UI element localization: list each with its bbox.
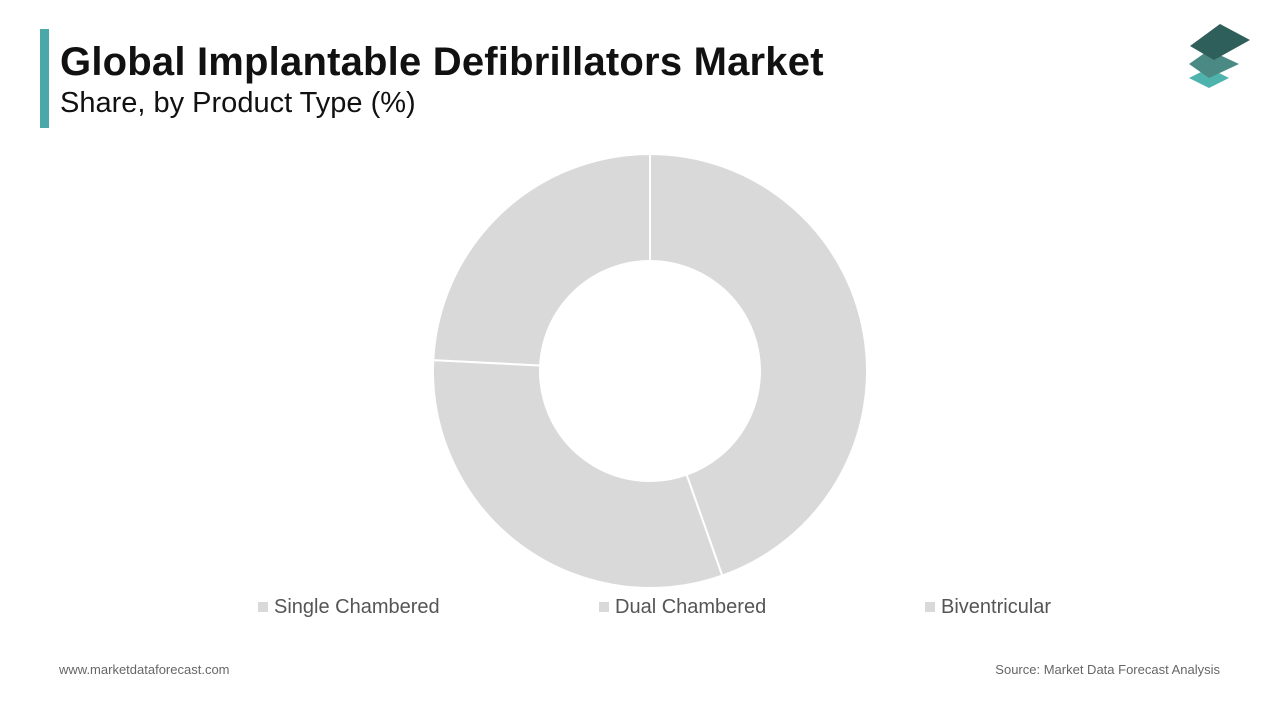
donut-slice-biventricular — [432, 152, 651, 367]
donut-slice-dual-chambered — [432, 359, 724, 589]
logo-layer-middle — [1189, 50, 1239, 78]
legend-label: Biventricular — [941, 596, 1052, 618]
legend-item-biventricular: Biventricular — [925, 595, 1051, 619]
legend-swatch — [258, 602, 268, 612]
legend-item-single-chambered: Single Chambered — [258, 595, 440, 619]
chart-subtitle: Share, by Product Type (%) — [60, 87, 416, 119]
legend-swatch — [599, 602, 609, 612]
footer-website: www.marketdataforecast.com — [59, 662, 230, 677]
title-accent-bar — [40, 29, 49, 128]
legend-item-dual-chambered: Dual Chambered — [599, 595, 766, 619]
donut-slice-single-chambered — [649, 152, 868, 577]
legend-label: Single Chambered — [274, 596, 440, 618]
legend-swatch — [925, 602, 935, 612]
legend-label: Dual Chambered — [615, 596, 767, 618]
chart-title: Global Implantable Defibrillators Market — [60, 40, 824, 84]
stacked-layers-icon — [1189, 24, 1250, 88]
footer-source: Source: Market Data Forecast Analysis — [995, 662, 1220, 677]
logo-layer-top — [1190, 24, 1250, 60]
